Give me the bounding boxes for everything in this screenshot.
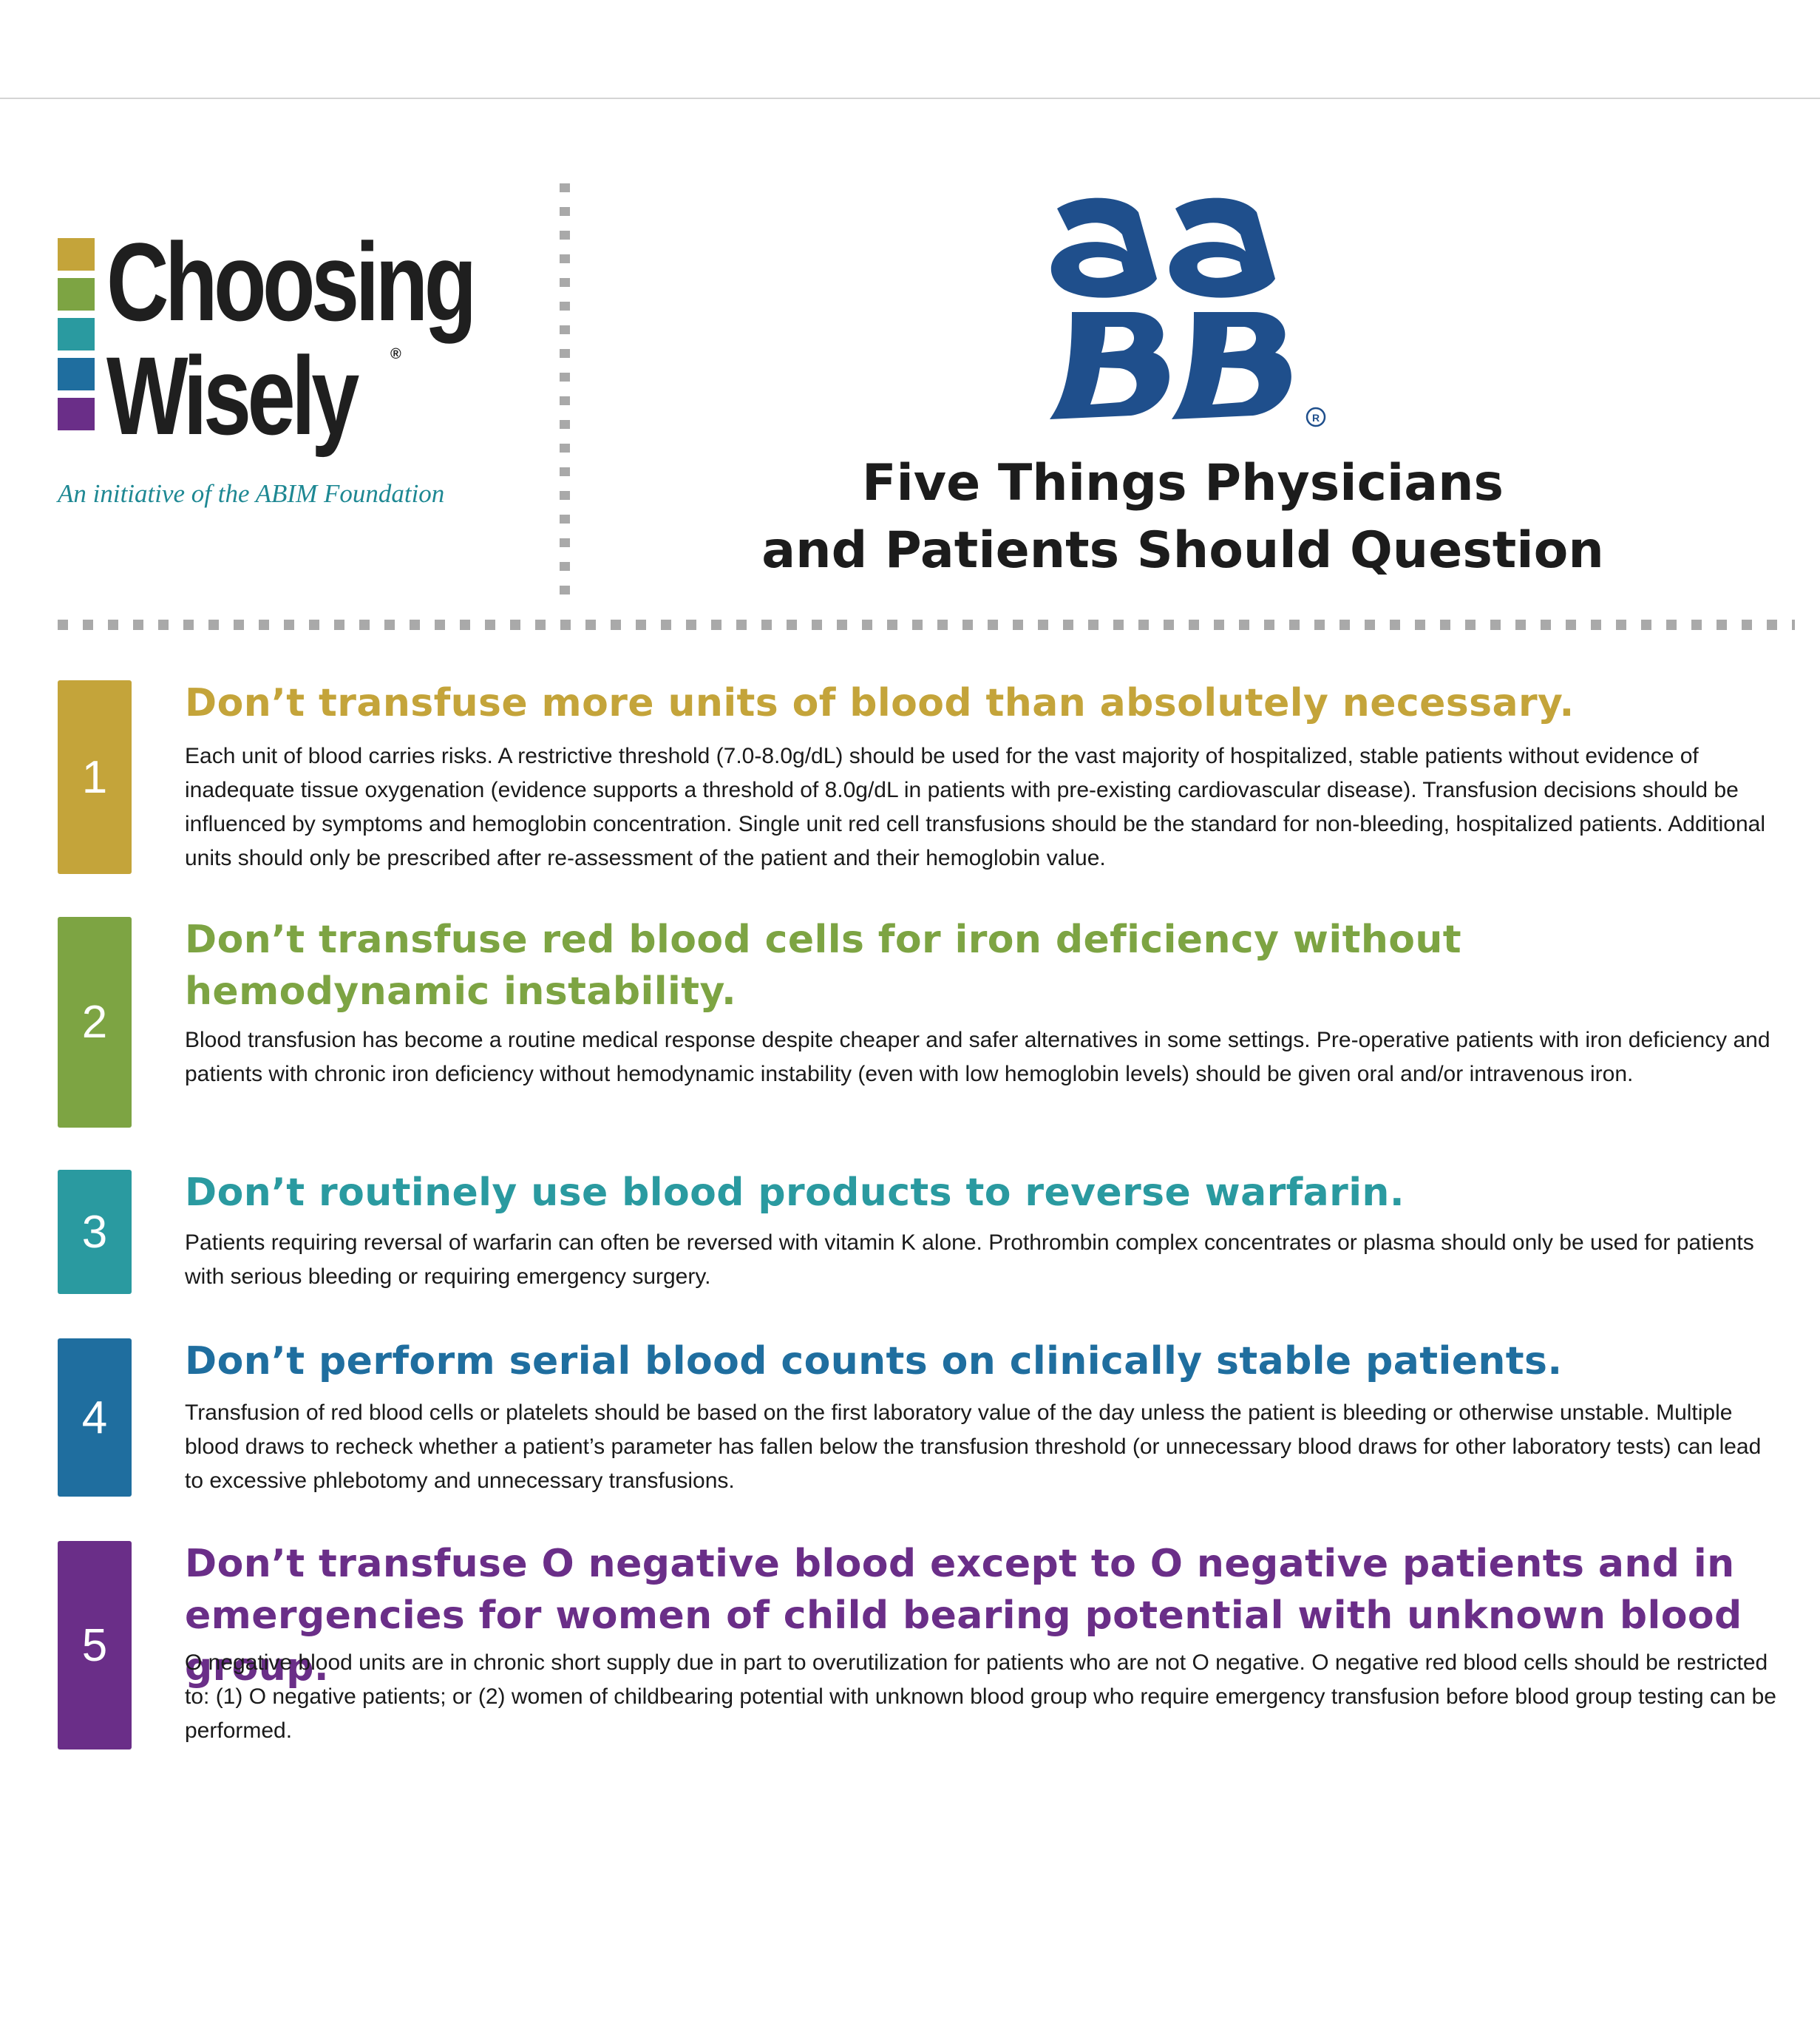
logo-bar [58, 238, 95, 271]
item-title: Don’t transfuse O negative blood except … [185, 1542, 1742, 1690]
logo-tagline: An initiative of the ABIM Foundation [58, 479, 445, 508]
horizontal-dotted-divider [58, 620, 1795, 630]
item-title: Don’t transfuse red blood cells for iron… [185, 918, 1462, 1014]
item-number-badge: 2 [58, 917, 132, 1128]
aabb-logo-mark: R [1050, 197, 1326, 427]
item-title: Don’t transfuse more units of blood than… [185, 681, 1575, 725]
logo-word-choosing: Choosing [106, 220, 477, 344]
title-line-2: and Patients Should Question [761, 521, 1604, 580]
item-title: Don’t routinely use blood products to re… [185, 1171, 1405, 1215]
aabb-logo: R [1035, 194, 1345, 438]
item-body: O negative blood units are in chronic sh… [185, 1650, 1776, 1743]
item-body: Blood transfusion has become a routine m… [185, 1028, 1770, 1086]
logo-bar [58, 358, 95, 390]
top-rule [0, 98, 1820, 99]
svg-text:R: R [1312, 412, 1320, 424]
title-line-1: Five Things Physicians [862, 454, 1504, 512]
item-number-badge: 3 [58, 1170, 132, 1294]
item-number-badge: 5 [58, 1541, 132, 1749]
logo-color-bars [58, 238, 95, 438]
vertical-dotted-divider [560, 183, 570, 606]
item-body: Each unit of blood carries risks. A rest… [185, 744, 1766, 870]
logo-bar [58, 318, 95, 350]
item-body: Transfusion of red blood cells or platel… [185, 1400, 1762, 1493]
registered-mark: ® [390, 346, 401, 362]
logo-bar [58, 278, 95, 311]
choosing-wisely-logo: Choosing Wisely ® An initiative of the A… [58, 226, 531, 516]
page-title: Five Things Physicians and Patients Shou… [665, 450, 1700, 584]
item-number-badge: 4 [58, 1338, 132, 1497]
logo-word-wisely: Wisely [106, 333, 359, 458]
item-number-badge: 1 [58, 680, 132, 874]
logo-bar [58, 398, 95, 430]
item-title: Don’t perform serial blood counts on cli… [185, 1339, 1563, 1383]
item-body: Patients requiring reversal of warfarin … [185, 1230, 1754, 1289]
